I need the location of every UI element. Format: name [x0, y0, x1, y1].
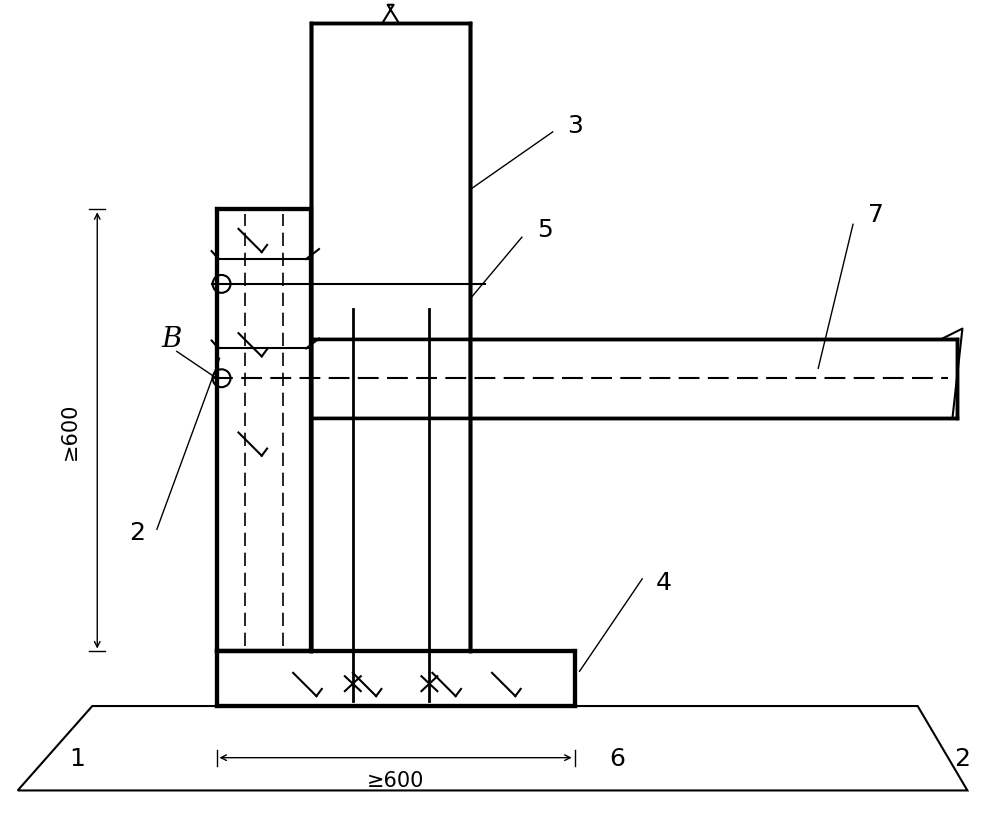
- Text: 6: 6: [609, 746, 625, 770]
- Text: 7: 7: [868, 203, 884, 227]
- Bar: [217, 652, 575, 706]
- Polygon shape: [311, 24, 470, 339]
- Text: 3: 3: [567, 113, 583, 137]
- Text: ≥600: ≥600: [367, 769, 424, 790]
- Text: B: B: [162, 325, 182, 353]
- Text: ≥600: ≥600: [59, 402, 79, 460]
- Text: 5: 5: [537, 218, 553, 242]
- Polygon shape: [18, 706, 967, 791]
- Text: 4: 4: [656, 570, 672, 595]
- Polygon shape: [311, 339, 470, 418]
- Text: 2: 2: [954, 746, 970, 770]
- Polygon shape: [470, 339, 957, 418]
- Polygon shape: [311, 418, 470, 652]
- Text: 2: 2: [129, 521, 145, 545]
- Bar: [217, 210, 311, 652]
- Text: 1: 1: [69, 746, 85, 770]
